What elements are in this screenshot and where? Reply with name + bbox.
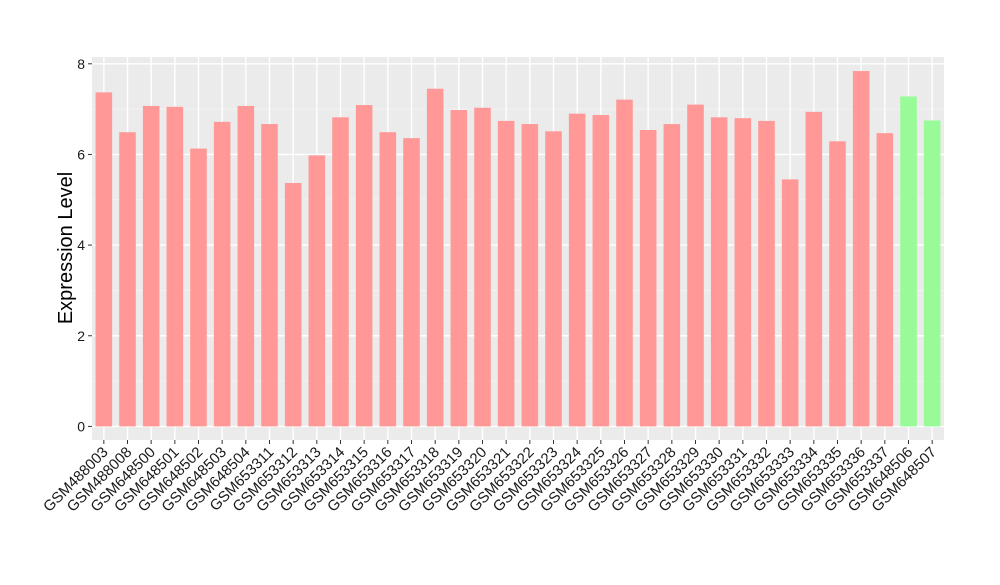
bar-GSM653329 [687,104,704,427]
x-axis: GSM488003GSM488008GSM648500GSM648501GSM6… [40,440,940,515]
y-axis: 0 2 4 6 8 [77,56,92,434]
bar-GSM653327 [639,129,657,427]
bar-GSM488003 [95,92,113,427]
bar-GSM653323 [545,131,562,427]
bar-GSM648506 [900,96,917,427]
bar-GSM653328 [663,124,681,427]
plot-panel [92,57,944,440]
bar-GSM653334 [805,111,823,427]
y-tick-label: 4 [77,237,85,253]
bar-GSM653337 [876,133,894,427]
bar-GSM653311 [261,124,278,427]
y-axis-label: Expression Level [55,172,77,324]
bar-GSM653324 [568,113,586,427]
bar-GSM653318 [426,88,444,427]
bar-GSM653312 [284,183,302,427]
bar-GSM648502 [190,148,207,427]
bar-GSM648507 [923,120,941,427]
bar-GSM488008 [119,132,136,427]
bar-GSM653330 [710,117,728,427]
bar-GSM653332 [758,120,775,427]
y-tick-label: 8 [77,56,85,72]
bar-GSM653314 [332,117,349,427]
bar-GSM648501 [166,106,184,427]
bar-GSM653320 [474,107,491,427]
y-tick-label: 6 [77,146,85,162]
bars [95,71,941,427]
bar-GSM648500 [142,105,160,427]
y-tick-label: 2 [77,328,85,344]
bar-GSM648503 [213,121,231,427]
bar-GSM653326 [616,99,633,427]
bar-GSM653322 [521,124,539,427]
bar-GSM653331 [734,118,752,427]
y-tick-label: 0 [77,418,85,434]
bar-GSM648504 [237,105,255,427]
bar-GSM653316 [379,132,397,427]
bar-GSM653335 [829,141,846,427]
bar-GSM653315 [355,105,373,427]
bar-GSM653325 [592,115,610,427]
bar-GSM653336 [852,71,870,427]
bar-GSM653317 [403,138,420,427]
bar-GSM653333 [781,179,799,427]
bar-GSM653321 [497,120,515,427]
bar-GSM653313 [308,155,326,427]
bar-GSM653319 [450,110,468,427]
